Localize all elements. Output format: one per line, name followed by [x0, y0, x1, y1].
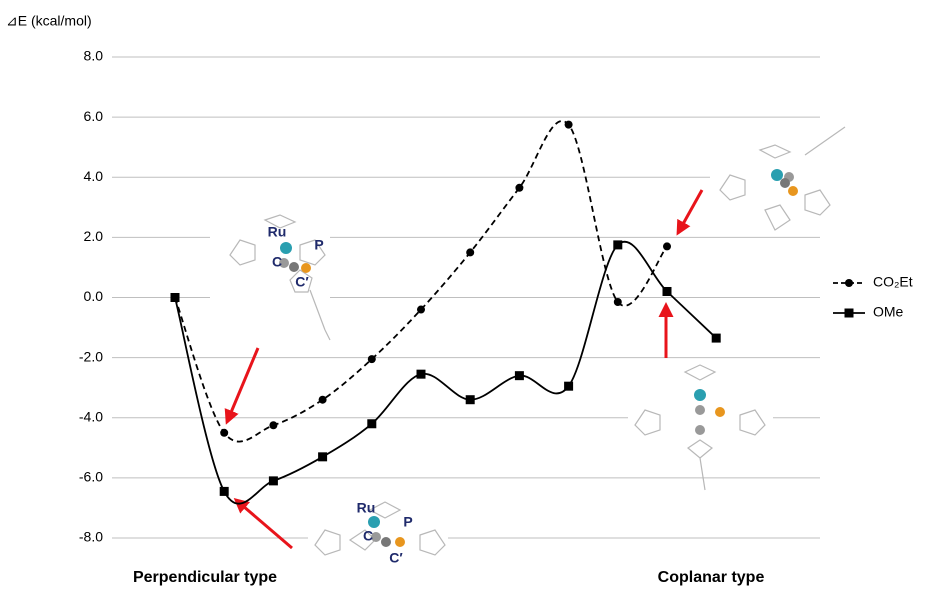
point [220, 429, 228, 437]
atom-label: C [363, 528, 373, 544]
y-tick-label: 0.0 [84, 288, 104, 304]
atom-label: C′ [389, 550, 403, 566]
y-tick-label: 6.0 [84, 108, 104, 124]
atom-label: P [403, 514, 412, 530]
legend-marker [845, 309, 854, 318]
point [417, 306, 425, 314]
point [220, 487, 229, 496]
point [565, 121, 573, 129]
point [515, 371, 524, 380]
point [613, 240, 622, 249]
atom-label: P [314, 237, 323, 253]
annotation: Perpendicular type [133, 569, 277, 586]
point [318, 452, 327, 461]
point [466, 395, 475, 404]
annotation: Coplanar type [658, 569, 765, 586]
legend-marker [845, 279, 853, 287]
y-tick-label: 4.0 [84, 168, 104, 184]
point [417, 370, 426, 379]
point [319, 396, 327, 404]
point [663, 242, 671, 250]
point [171, 293, 180, 302]
point [466, 248, 474, 256]
point [269, 476, 278, 485]
point [367, 419, 376, 428]
atom-label: Ru [268, 224, 287, 240]
legend-label: CO₂Et [873, 274, 913, 290]
molecule-images [210, 125, 850, 555]
y-tick-label: -4.0 [79, 408, 103, 424]
point [368, 355, 376, 363]
atom-label: C [272, 254, 282, 270]
point [663, 287, 672, 296]
y-tick-label: 2.0 [84, 228, 104, 244]
atom-label: Ru [357, 500, 376, 516]
y-tick-label: -6.0 [79, 469, 103, 485]
chart: ⊿E (kcal/mol) [0, 0, 925, 591]
point [515, 184, 523, 192]
point [269, 421, 277, 429]
legend-label: OMe [873, 304, 904, 320]
point [712, 334, 721, 343]
point [564, 382, 573, 391]
y-tick-label: -8.0 [79, 529, 103, 545]
y-tick-label: 8.0 [84, 48, 104, 64]
point [614, 298, 622, 306]
y-tick-label: -2.0 [79, 348, 103, 364]
atom-label: C′ [295, 274, 309, 290]
y-axis-label: ⊿E (kcal/mol) [6, 13, 92, 29]
